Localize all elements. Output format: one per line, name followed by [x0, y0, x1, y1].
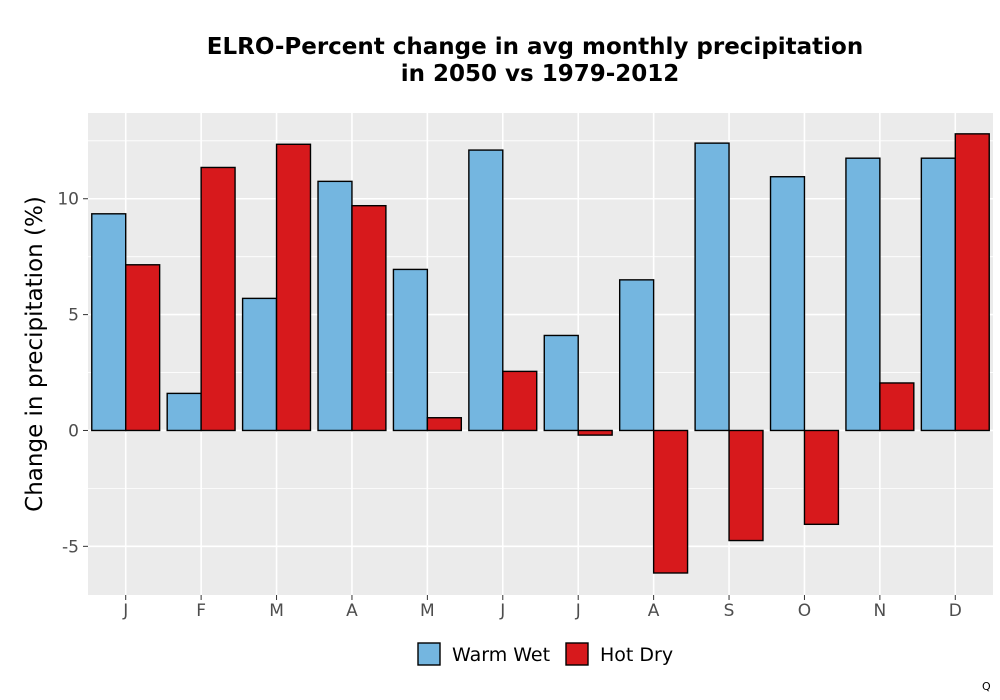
x-tick-label-5: J: [499, 601, 505, 621]
x-tick-label-6: J: [575, 601, 581, 621]
bar-hot-dry-0: [125, 264, 161, 432]
x-tick-label-1: F: [196, 601, 206, 621]
bar-hot-dry-10: [879, 382, 915, 432]
legend-label-warm-wet: Warm Wet: [452, 644, 550, 666]
y-tick-label-3: 10: [57, 190, 79, 210]
bar-hot-dry-7: [652, 429, 689, 574]
plot-panel: [88, 113, 993, 595]
bar-warm-wet-1: [166, 392, 202, 432]
x-tick-label-4: M: [420, 601, 435, 621]
bar-hot-dry-9: [803, 429, 840, 526]
chart-title-line-1: ELRO-Percent change in avg monthly preci…: [207, 34, 863, 60]
bar-warm-wet-8: [694, 142, 730, 432]
corner-mark: Q: [982, 680, 991, 693]
bar-warm-wet-7: [618, 279, 655, 432]
legend-swatch-hot-dry: [565, 642, 589, 666]
x-tick-label-10: N: [874, 601, 887, 621]
x-tick-label-9: O: [798, 601, 811, 621]
bar-hot-dry-3: [351, 204, 387, 432]
bar-warm-wet-2: [241, 297, 278, 432]
bar-hot-dry-5: [502, 370, 538, 432]
x-tick-label-3: A: [346, 601, 358, 621]
y-axis-ticks: -5 0 5 10: [57, 190, 88, 557]
bar-warm-wet-11: [920, 157, 956, 432]
bar-hot-dry-2: [275, 143, 312, 432]
x-tick-label-8: S: [724, 601, 735, 621]
legend: Warm Wet Hot Dry: [417, 642, 673, 666]
x-tick-label-7: A: [648, 601, 660, 621]
bar-warm-wet-4: [392, 268, 429, 432]
minor-gridlines: [88, 140, 993, 489]
y-axis-title: Change in precipitation (%): [22, 196, 48, 512]
x-tick-label-2: M: [269, 601, 284, 621]
bar-warm-wet-10: [845, 157, 881, 432]
bar-hot-dry-1: [200, 166, 236, 432]
bar-hot-dry-6: [577, 429, 613, 436]
y-tick-label-0: -5: [62, 537, 79, 557]
bar-hot-dry-11: [954, 133, 990, 432]
bar-warm-wet-9: [769, 176, 806, 432]
bar-warm-wet-6: [543, 334, 579, 432]
bars: [91, 133, 990, 574]
y-tick-label-2: 5: [68, 306, 79, 326]
chart-title: ELRO-Percent change in avg monthly preci…: [207, 34, 863, 87]
bar-warm-wet-0: [91, 213, 127, 432]
bar-hot-dry-8: [728, 429, 764, 542]
chart-title-line-2: in 2050 vs 1979-2012: [401, 61, 680, 87]
bar-warm-wet-3: [317, 180, 353, 432]
y-tick-label-1: 0: [68, 421, 79, 441]
legend-label-hot-dry: Hot Dry: [600, 644, 673, 666]
bar-warm-wet-5: [468, 149, 504, 432]
bar-hot-dry-4: [426, 417, 463, 432]
x-tick-label-11: D: [949, 601, 962, 621]
x-tick-label-0: J: [122, 601, 128, 621]
legend-swatch-warm-wet: [417, 642, 441, 666]
